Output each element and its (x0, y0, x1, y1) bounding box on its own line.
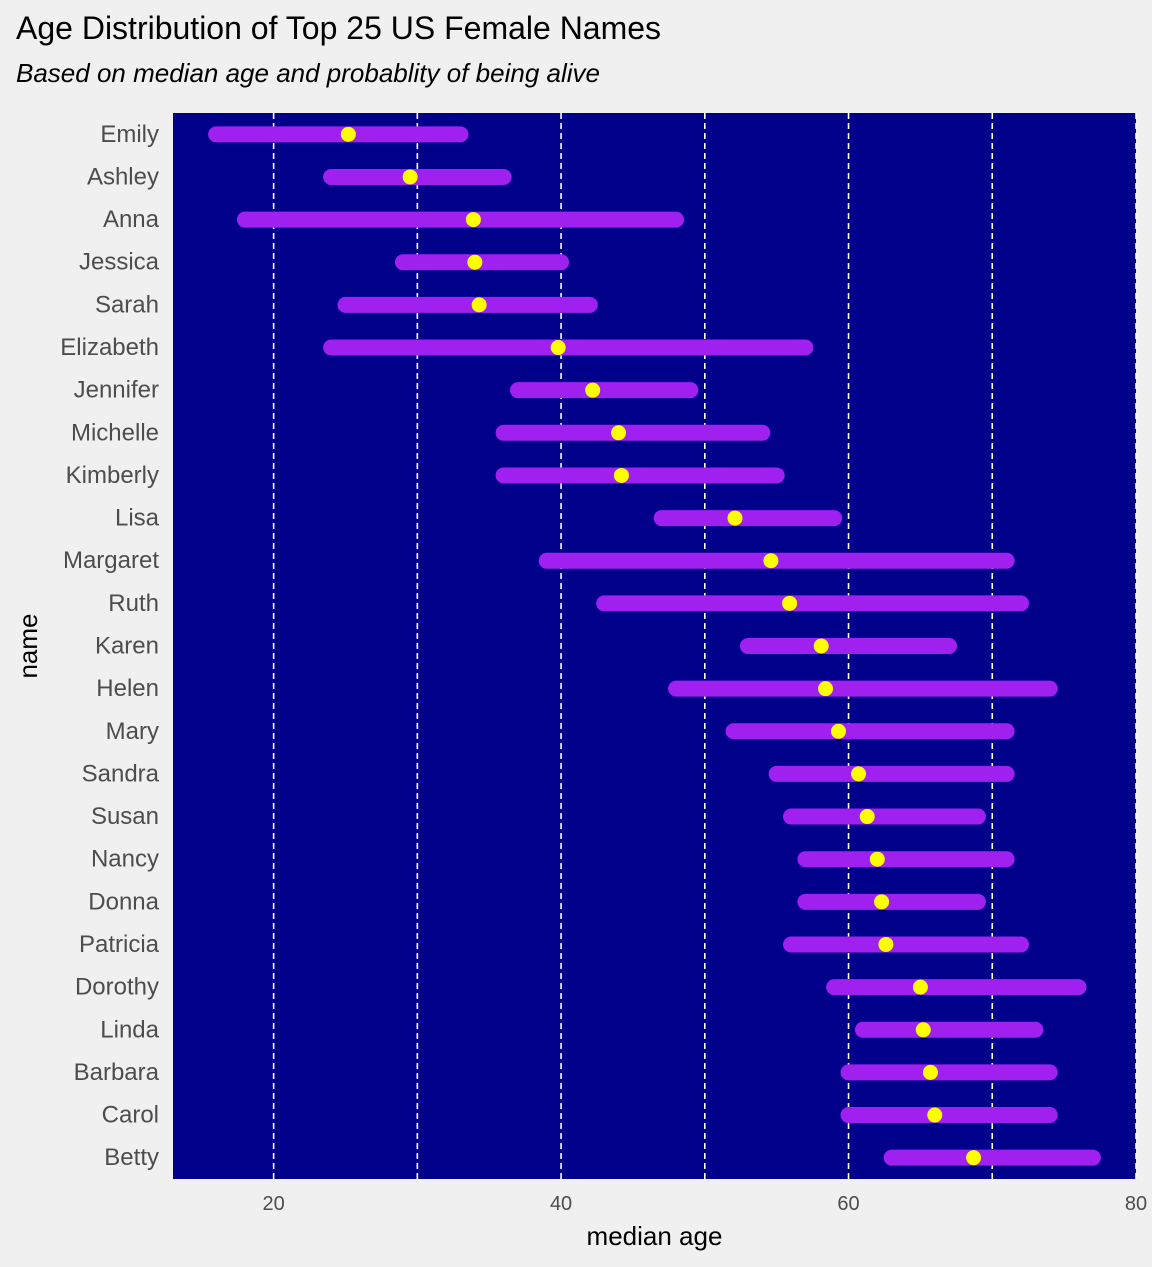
x-tick-label-60: 60 (837, 1193, 859, 1215)
y-tick-label-kimberly: Kimberly (66, 462, 159, 489)
median-point-donna (874, 894, 890, 910)
median-point-jennifer (585, 382, 601, 398)
y-tick-label-ruth: Ruth (108, 590, 159, 617)
median-points (340, 126, 982, 1166)
y-tick-label-barbara: Barbara (74, 1059, 160, 1086)
chart-subtitle: Based on median age and probablity of be… (16, 58, 600, 88)
median-point-ruth (782, 595, 798, 611)
y-tick-label-jessica: Jessica (79, 249, 160, 276)
y-tick-labels: Emily Ashley Anna Jessica Sarah Elizabeth Jenn… (60, 121, 159, 1171)
x-tick-labels: 20 40 60 80 (262, 1193, 1147, 1215)
y-tick-label-emily: Emily (100, 121, 159, 148)
median-point-sarah (471, 297, 487, 313)
median-point-susan (859, 809, 875, 825)
y-tick-label-donna: Donna (88, 888, 159, 915)
median-point-nancy (869, 851, 885, 867)
y-axis-title: name (13, 613, 43, 678)
x-tick-label-80: 80 (1125, 1193, 1147, 1215)
median-point-dorothy (912, 979, 928, 995)
y-tick-label-helen: Helen (96, 675, 159, 702)
median-point-jessica (467, 254, 483, 270)
y-tick-label-susan: Susan (91, 803, 159, 830)
y-tick-label-lisa: Lisa (115, 505, 160, 532)
y-tick-label-karen: Karen (95, 633, 159, 660)
y-tick-label-margaret: Margaret (63, 547, 159, 574)
median-point-patricia (878, 936, 894, 952)
y-tick-label-dorothy: Dorothy (75, 974, 159, 1001)
y-tick-label-sarah: Sarah (95, 291, 159, 318)
median-point-michelle (611, 425, 627, 441)
y-tick-label-elizabeth: Elizabeth (60, 334, 159, 361)
median-point-emily (340, 126, 356, 142)
median-point-elizabeth (550, 340, 566, 356)
y-tick-label-mary: Mary (106, 718, 159, 745)
y-tick-label-anna: Anna (103, 206, 160, 233)
y-tick-label-carol: Carol (102, 1102, 159, 1129)
median-point-barbara (922, 1064, 938, 1080)
median-point-mary (830, 723, 846, 739)
median-point-ashley (402, 169, 418, 185)
x-axis-title: median age (587, 1221, 723, 1251)
y-tick-label-patricia: Patricia (79, 931, 160, 958)
y-tick-label-ashley: Ashley (87, 163, 159, 190)
y-tick-label-nancy: Nancy (91, 846, 159, 873)
median-point-anna (465, 212, 481, 228)
median-point-linda (915, 1022, 931, 1038)
x-tick-label-40: 40 (550, 1193, 572, 1215)
y-tick-label-linda: Linda (100, 1016, 159, 1043)
median-point-sandra (851, 766, 867, 782)
median-point-betty (966, 1150, 982, 1166)
y-tick-label-jennifer: Jennifer (74, 377, 159, 404)
x-tick-label-20: 20 (262, 1193, 284, 1215)
y-tick-label-sandra: Sandra (82, 760, 160, 787)
chart-title: Age Distribution of Top 25 US Female Nam… (16, 10, 662, 46)
median-point-karen (813, 638, 829, 654)
y-tick-label-michelle: Michelle (71, 419, 159, 446)
median-point-kimberly (613, 467, 629, 483)
y-tick-label-betty: Betty (104, 1144, 159, 1171)
median-point-lisa (727, 510, 743, 526)
median-point-helen (818, 681, 834, 697)
median-point-carol (927, 1107, 943, 1123)
plot-panel (173, 113, 1136, 1179)
median-point-margaret (763, 553, 779, 569)
